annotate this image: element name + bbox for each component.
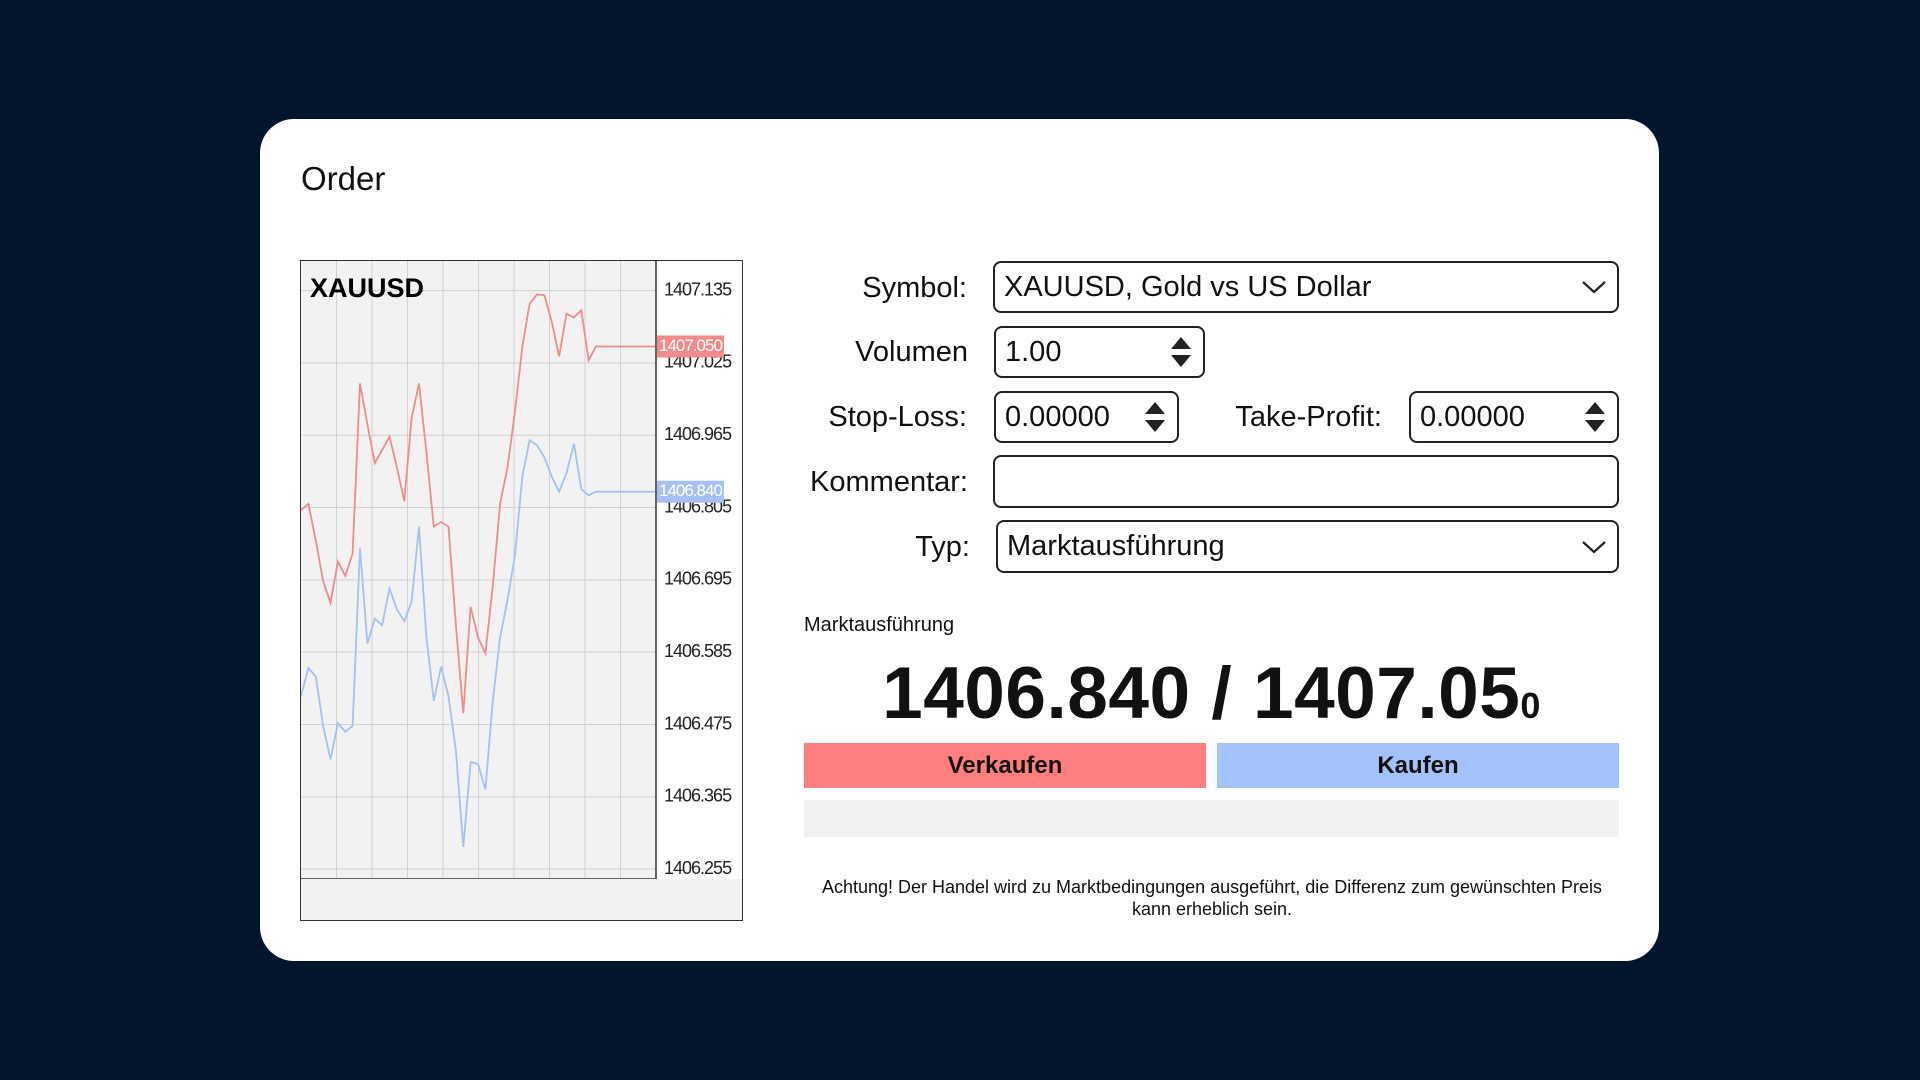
ask-pip: 0 bbox=[1520, 685, 1541, 726]
type-label: Typ: bbox=[915, 531, 970, 563]
volume-value: 1.00 bbox=[1005, 336, 1062, 368]
y-tick-label: 1406.365 bbox=[664, 786, 732, 806]
price-display: 1406.840 / 1407.050 bbox=[804, 652, 1619, 735]
y-tick-label: 1406.965 bbox=[664, 424, 732, 444]
bid-price: 1406.840 bbox=[882, 653, 1191, 734]
volume-label: Volumen bbox=[855, 336, 968, 368]
vertical-grid bbox=[336, 261, 621, 879]
price-separator: / bbox=[1211, 653, 1233, 734]
take-profit-value: 0.00000 bbox=[1420, 401, 1525, 433]
section-title: Marktausführung bbox=[804, 614, 955, 636]
spinner bbox=[1171, 337, 1191, 367]
take-profit-label: Take-Profit: bbox=[1235, 401, 1382, 433]
y-tick-label: 1406.695 bbox=[664, 569, 732, 589]
comment-label: Kommentar: bbox=[810, 466, 968, 498]
status-bar bbox=[804, 800, 1619, 837]
ask-price: 1407.05 bbox=[1252, 653, 1521, 734]
stop-loss-label: Stop-Loss: bbox=[828, 401, 967, 433]
price-tag bbox=[657, 480, 724, 503]
price-line bbox=[301, 293, 655, 714]
chart-footer bbox=[301, 879, 742, 920]
y-tick-label: 1407.135 bbox=[664, 279, 732, 299]
spinner bbox=[1145, 402, 1165, 432]
dialog-title: Order bbox=[301, 160, 386, 197]
volume-input[interactable]: 1.00 bbox=[994, 326, 1205, 378]
chart-title: XAUUSD bbox=[310, 273, 424, 303]
stop-loss-value: 0.00000 bbox=[1005, 401, 1110, 433]
stop-loss-input[interactable]: 0.00000 bbox=[994, 391, 1179, 443]
chart: XAUUSD 1406.255 1406.365 1406.475 1406.585 1… bbox=[301, 261, 733, 879]
spinner bbox=[1585, 402, 1605, 432]
type-select[interactable]: Marktausführung bbox=[996, 520, 1619, 573]
y-tick-label: 1406.255 bbox=[664, 858, 732, 878]
symbol-label: Symbol: bbox=[862, 272, 967, 304]
price-tag-label: 1407.050 bbox=[659, 336, 722, 355]
lines bbox=[301, 293, 655, 847]
type-value: Marktausführung bbox=[1007, 530, 1225, 562]
warning-text: Achtung! Der Handel wird zu Marktbedingu… bbox=[821, 877, 1603, 919]
sell-button[interactable]: Verkaufen bbox=[804, 743, 1206, 788]
symbol-value: XAUUSD, Gold vs US Dollar bbox=[1004, 271, 1372, 303]
price-line bbox=[301, 438, 655, 847]
price-tag bbox=[657, 335, 724, 358]
y-tick-label: 1406.585 bbox=[664, 641, 732, 661]
price-tag-label: 1406.840 bbox=[659, 481, 722, 500]
take-profit-input[interactable]: 0.00000 bbox=[1409, 391, 1619, 443]
buy-button[interactable]: Kaufen bbox=[1217, 743, 1619, 788]
comment-input[interactable] bbox=[993, 455, 1619, 508]
chevron bbox=[1582, 281, 1606, 294]
grid bbox=[301, 290, 656, 870]
symbol-select[interactable]: XAUUSD, Gold vs US Dollar bbox=[993, 261, 1619, 313]
y-tick-label: 1406.475 bbox=[664, 713, 732, 733]
chevron bbox=[1582, 540, 1606, 553]
